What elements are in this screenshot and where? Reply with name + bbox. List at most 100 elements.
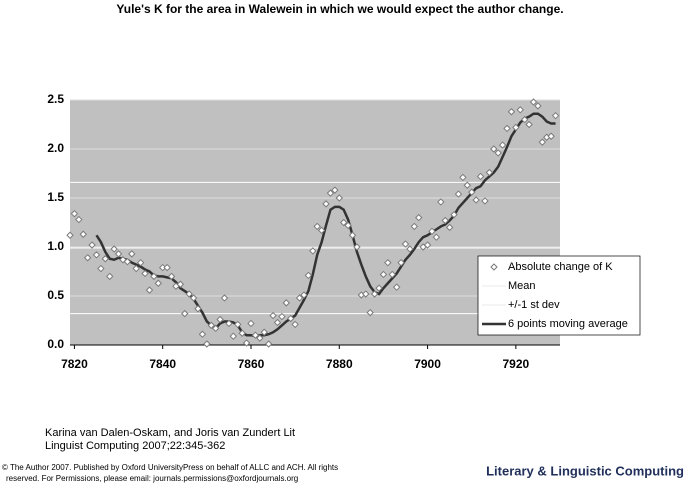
data-point (123, 257, 132, 266)
data-point (238, 329, 246, 337)
citation: Karina van Dalen-Oskam, and Joris van Zu… (45, 427, 295, 439)
data-point (463, 181, 472, 189)
data-point (529, 98, 538, 106)
data-point (101, 255, 110, 263)
data-point (547, 132, 555, 140)
data-point (92, 251, 101, 259)
data-point (415, 213, 423, 222)
data-point (220, 294, 229, 302)
chart-title: Yule's K for the area in Walewein in whi… (116, 2, 563, 16)
data-point (450, 210, 458, 219)
data-point (203, 340, 211, 348)
data-point (189, 294, 198, 302)
data-point (454, 190, 463, 198)
data-point (181, 309, 189, 318)
data-point (437, 198, 445, 206)
data-point (362, 290, 370, 298)
data-point (331, 186, 339, 194)
data-point (490, 145, 498, 153)
legend-box (477, 255, 641, 336)
copyright: © The Author 2007. Published by Oxford U… (2, 463, 338, 472)
data-point (494, 149, 502, 157)
data-point (110, 245, 118, 253)
data-point (119, 256, 127, 264)
x-tick-label: 7860 (238, 357, 265, 371)
data-point (445, 223, 454, 232)
data-point (348, 231, 357, 239)
data-point (317, 226, 326, 235)
data-point (287, 314, 295, 323)
data-point (264, 340, 273, 348)
data-point (384, 258, 392, 267)
data-point (401, 240, 410, 248)
x-tick-label: 7900 (414, 357, 441, 371)
data-point (525, 120, 533, 129)
data-point (551, 111, 560, 120)
data-point (468, 188, 476, 196)
data-point (167, 272, 176, 281)
moving-average-line (95, 112, 556, 338)
copyright: reserved. For Permissions, please email:… (6, 474, 298, 483)
data-point (291, 320, 299, 329)
data-point (441, 216, 449, 225)
data-point (278, 312, 286, 321)
data-point (211, 324, 220, 333)
data-point (273, 318, 282, 327)
data-point (353, 243, 361, 251)
data-point (379, 270, 388, 279)
data-point (335, 194, 343, 202)
y-tick-label: 2.0 (47, 141, 64, 155)
x-tick-label: 7820 (61, 357, 88, 371)
data-point (295, 294, 304, 302)
data-point (247, 319, 255, 328)
y-tick-label: 1.0 (47, 239, 64, 253)
data-point (66, 231, 74, 239)
data-point (269, 311, 277, 320)
data-point (432, 233, 441, 241)
data-point (225, 319, 233, 328)
data-point (242, 339, 251, 347)
data-point (185, 290, 193, 298)
data-point (485, 168, 494, 177)
data-point (256, 334, 264, 342)
data-point (309, 247, 317, 255)
data-point (194, 305, 202, 313)
data-point (423, 241, 432, 249)
data-point (145, 286, 154, 294)
data-point (176, 280, 185, 288)
data-point (459, 173, 467, 182)
data-point (498, 141, 507, 149)
data-point (375, 284, 383, 292)
data-point (512, 123, 520, 132)
data-point (128, 250, 136, 258)
data-point (216, 315, 224, 324)
data-point (472, 196, 480, 204)
data-point (326, 189, 335, 197)
data-point (339, 218, 348, 227)
data-point (229, 332, 238, 340)
data-point (251, 331, 260, 339)
data-point (260, 328, 268, 336)
y-tick-label: 0.0 (47, 337, 64, 351)
x-tick-label: 7880 (326, 357, 353, 371)
data-point (406, 245, 414, 253)
data-point (392, 283, 401, 291)
data-point (304, 271, 313, 280)
data-point (163, 263, 171, 272)
data-point (428, 227, 436, 236)
data-point (234, 320, 242, 329)
data-point (114, 250, 123, 258)
data-point (322, 200, 330, 208)
y-tick-label: 2.5 (47, 92, 64, 106)
data-point (88, 241, 96, 249)
data-point (141, 269, 149, 278)
data-point (106, 272, 114, 281)
data-point (344, 221, 352, 230)
citation: Linguist Computing 2007;22:345-362 (45, 440, 225, 452)
data-point (198, 330, 207, 338)
data-point (83, 254, 92, 262)
data-point (388, 270, 396, 279)
legend-label: Mean (508, 280, 536, 292)
